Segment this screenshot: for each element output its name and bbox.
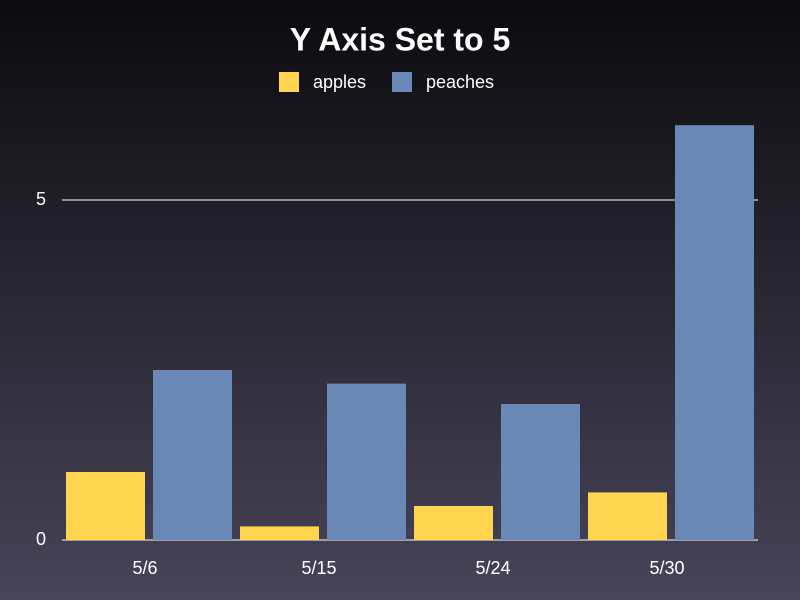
legend-label: apples (313, 72, 366, 92)
bar (240, 526, 319, 540)
y-tick-label: 0 (36, 529, 46, 549)
x-tick-label: 5/15 (301, 558, 336, 578)
x-tick-label: 5/24 (475, 558, 510, 578)
bar (327, 383, 406, 540)
legend-swatch (392, 72, 412, 92)
bar (414, 506, 493, 540)
bar (588, 492, 667, 540)
legend-swatch (279, 72, 299, 92)
bar (153, 370, 232, 540)
chart-title: Y Axis Set to 5 (290, 21, 511, 57)
x-tick-label: 5/6 (132, 558, 157, 578)
x-tick-label: 5/30 (649, 558, 684, 578)
bar (66, 472, 145, 540)
bar (675, 125, 754, 540)
bar (501, 404, 580, 540)
legend-label: peaches (426, 72, 494, 92)
y-tick-label: 5 (36, 189, 46, 209)
